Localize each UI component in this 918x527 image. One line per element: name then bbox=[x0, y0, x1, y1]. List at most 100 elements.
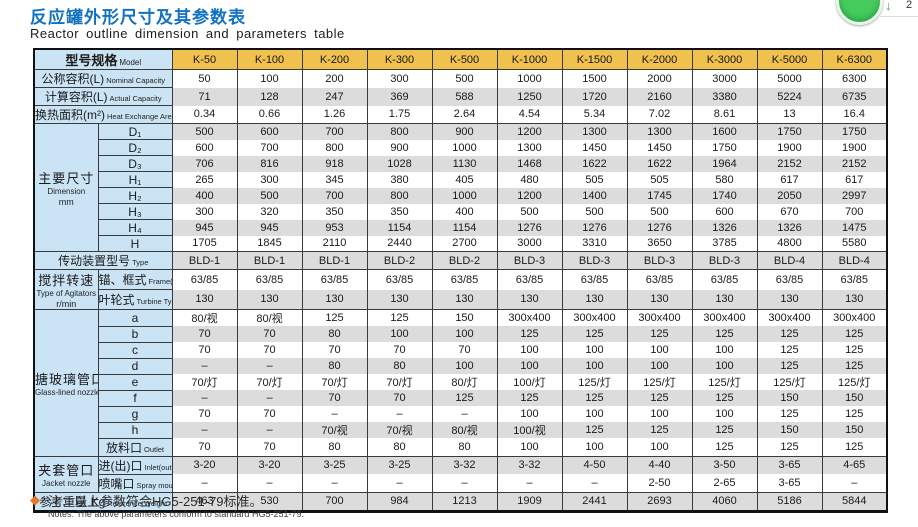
data-cell: 125 bbox=[301, 309, 368, 326]
data-cell: 70/灯 bbox=[366, 374, 433, 390]
data-cell: 125 bbox=[561, 326, 628, 342]
table-row: 放料口 Outlet 70 70 80 80 80 100 100 100 125 125 125 bbox=[34, 437, 888, 457]
data-cell: 150 bbox=[431, 309, 498, 326]
data-cell: 1845 bbox=[236, 235, 303, 252]
row-sublabel-zh: c bbox=[132, 343, 138, 357]
column-header: K-2000 bbox=[626, 48, 693, 70]
data-cell: 1213 bbox=[431, 491, 498, 511]
data-cell: 1250 bbox=[496, 87, 563, 106]
data-cell: 3-20 bbox=[171, 455, 238, 474]
data-cell: 1276 bbox=[496, 219, 563, 236]
data-cell: 125 bbox=[821, 326, 888, 342]
row-sublabel-zh: D₃ bbox=[128, 156, 142, 171]
row-label: 公称容积(L) Nominal Capacity bbox=[33, 69, 173, 88]
data-cell: 2997 bbox=[821, 187, 888, 204]
model-header-zh: 型号规格 bbox=[65, 53, 118, 68]
data-cell: 100 bbox=[496, 406, 563, 422]
data-cell: 80/视 bbox=[171, 309, 238, 326]
data-cell: 100 bbox=[561, 438, 628, 456]
data-cell: 2152 bbox=[756, 155, 823, 172]
data-cell: 70 bbox=[171, 342, 238, 358]
group-label-en: Jacket nozzle bbox=[42, 479, 91, 488]
data-cell: 300x400 bbox=[821, 309, 888, 326]
row-sublabel-zh: h bbox=[131, 423, 139, 437]
row-label-en: Reference Weight bbox=[107, 498, 168, 508]
data-cell: 63/85 bbox=[171, 269, 238, 290]
data-cell: 3000 bbox=[691, 69, 758, 88]
table-row: h – –70/视 70/视 80/视 100/视 125 125 125 150 150 bbox=[34, 421, 888, 439]
row-label: 参考重量 Kg Reference Weight bbox=[33, 491, 173, 512]
data-cell: 617 bbox=[821, 171, 888, 188]
table-row: D₂ 600 700 800 900 1000 1300 1450 1450 1750 1900 19… bbox=[34, 139, 888, 156]
data-cell: 70/视 bbox=[366, 422, 433, 438]
data-cell: 125 bbox=[366, 309, 433, 326]
data-cell: 125 bbox=[821, 406, 888, 422]
data-cell: 1705 bbox=[171, 235, 238, 252]
data-cell: 63/85 bbox=[366, 269, 433, 290]
data-cell: 100 bbox=[691, 342, 758, 358]
data-cell: 700 bbox=[301, 187, 368, 204]
row-label-zh: 换热面积(m²) bbox=[35, 108, 105, 122]
data-cell: – bbox=[366, 406, 433, 422]
data-cell: 125 bbox=[626, 390, 693, 406]
data-cell: 600 bbox=[691, 203, 758, 220]
green-circle-button[interactable] bbox=[836, 0, 883, 25]
row-sublabel-en: Outlet bbox=[144, 444, 165, 454]
data-cell: 50 bbox=[171, 69, 238, 88]
data-cell: 580 bbox=[691, 171, 758, 188]
row-sublabel-zh: 进(出)口 bbox=[98, 458, 143, 473]
data-cell: 505 bbox=[626, 171, 693, 188]
data-cell: 100/视 bbox=[496, 422, 563, 438]
data-cell: 1300 bbox=[626, 123, 693, 140]
data-cell: 63/85 bbox=[496, 269, 563, 290]
data-cell: 2000 bbox=[626, 69, 693, 88]
row-label-en: Nominal Capacity bbox=[106, 76, 165, 85]
row-sublabel-zh: 喷嘴口 bbox=[98, 476, 135, 491]
data-cell: – bbox=[561, 474, 628, 492]
data-cell: 900 bbox=[431, 123, 498, 140]
row-sublabel-zh: D₁ bbox=[128, 124, 142, 139]
group-label-en: Dimension bbox=[47, 187, 86, 196]
data-cell: 700 bbox=[236, 139, 303, 156]
data-cell: 100 bbox=[431, 358, 498, 374]
page-subtitle: Reactor outline dimension and parameters… bbox=[30, 26, 345, 41]
data-cell: BLD-2 bbox=[431, 251, 498, 270]
data-cell: 1964 bbox=[691, 155, 758, 172]
data-cell: 800 bbox=[366, 123, 433, 140]
model-header-en: Model bbox=[119, 58, 142, 67]
data-cell: 150 bbox=[821, 390, 888, 406]
data-cell: 70 bbox=[431, 342, 498, 358]
row-sublabel: H₄ bbox=[97, 219, 173, 236]
group-label-unit: mm bbox=[58, 197, 74, 207]
data-cell: 4.54 bbox=[496, 105, 563, 124]
table-row: c 70 70 70 70 70 100 100 100 100 125 125 bbox=[34, 341, 888, 359]
data-cell: 70 bbox=[171, 438, 238, 456]
model-header-cell: 型号规格 Model bbox=[33, 48, 173, 70]
row-sublabel-en: Spray mouth bbox=[136, 480, 171, 490]
data-cell: 1740 bbox=[691, 187, 758, 204]
data-cell: 6300 bbox=[821, 69, 888, 88]
data-cell: 80 bbox=[431, 438, 498, 456]
data-cell: 130 bbox=[236, 289, 303, 310]
row-sublabel-zh: H bbox=[130, 236, 140, 251]
data-cell: 3-20 bbox=[236, 455, 303, 474]
data-cell: 63/85 bbox=[236, 269, 303, 290]
data-cell: 3000 bbox=[496, 235, 563, 252]
row-label-zh: 计算容积(L) bbox=[44, 90, 108, 104]
data-cell: 706 bbox=[171, 155, 238, 172]
data-cell: BLD-4 bbox=[756, 251, 823, 270]
data-cell: 300 bbox=[366, 69, 433, 88]
row-sublabel: a bbox=[97, 309, 173, 327]
download-arrow-icon[interactable]: ↓ bbox=[885, 0, 892, 13]
data-cell: BLD-1 bbox=[236, 251, 303, 270]
data-cell: – bbox=[821, 474, 888, 492]
data-cell: 300x400 bbox=[496, 309, 563, 326]
data-cell: 4-40 bbox=[626, 455, 693, 474]
row-sublabel: H₂ bbox=[97, 187, 173, 204]
table-row: d – –80 80 100 100 100 100 100 125 125 bbox=[34, 357, 888, 375]
data-cell: 128 bbox=[236, 87, 303, 106]
data-cell: 63/85 bbox=[431, 269, 498, 290]
data-cell: 125 bbox=[691, 326, 758, 342]
